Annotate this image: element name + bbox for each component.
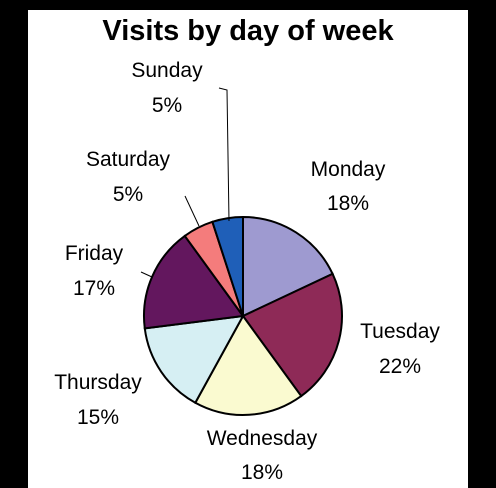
slice-label-monday: Monday: [311, 158, 386, 181]
leader-line-sunday: [218, 87, 230, 222]
slice-percent-monday: 18%: [327, 192, 369, 215]
slice-percent-tuesday: 22%: [379, 355, 421, 378]
slice-label-sunday: Sunday: [131, 59, 203, 82]
leader-line-saturday: [184, 195, 200, 227]
pie-slices: [143, 215, 343, 416]
chart-title: Visits by day of week: [102, 15, 394, 47]
pie-slice-sunday: [211, 215, 244, 317]
slice-label-saturday: Saturday: [86, 148, 171, 171]
slice-label-friday: Friday: [65, 242, 124, 265]
slice-percent-sunday: 5%: [152, 94, 182, 117]
pie-slice-wednesday: [193, 314, 303, 416]
slice-label-thursday: Thursday: [54, 371, 142, 394]
slice-percent-saturday: 5%: [113, 183, 143, 206]
leader-line-friday: [140, 271, 153, 278]
slice-percent-friday: 17%: [73, 277, 115, 300]
pie-slice-thursday: [143, 314, 245, 405]
slice-percent-thursday: 15%: [77, 406, 119, 429]
slice-label-wednesday: Wednesday: [207, 427, 318, 450]
pie-slice-tuesday: [241, 272, 343, 398]
slice-percent-wednesday: 18%: [241, 461, 283, 484]
leader-lines: [140, 87, 230, 278]
pie-slice-monday: [242, 215, 334, 318]
pie-slice-friday: [143, 234, 245, 330]
slice-label-tuesday: Tuesday: [360, 320, 440, 343]
